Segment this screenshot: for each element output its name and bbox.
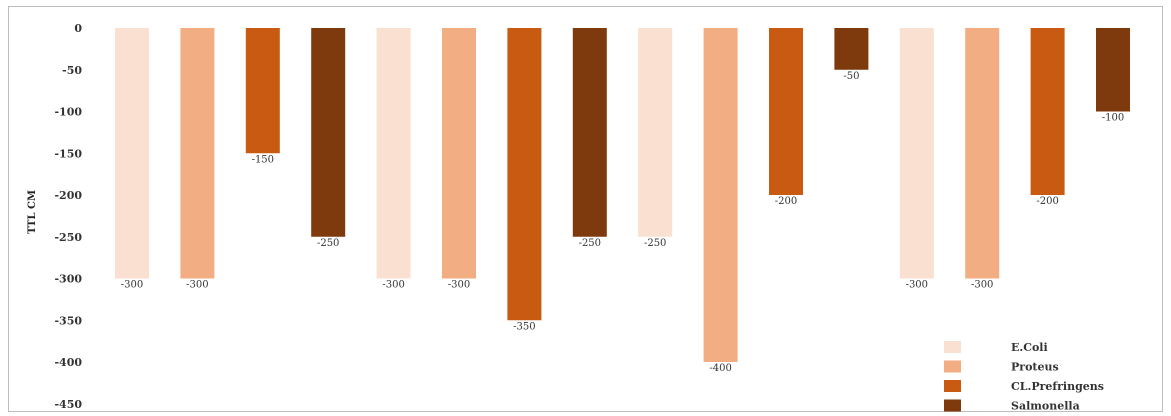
chart-frame: 0 -50 -100 -150 -200 -250 -300 -350 -400 -450 TTL… (8, 6, 1163, 413)
legend-label: E.Coli (1011, 341, 1048, 354)
y-tick-label: -350 (54, 314, 82, 327)
bar-value-label: -150 (252, 154, 274, 165)
bar-value-label: -300 (186, 280, 208, 291)
bar-value-label: -300 (448, 280, 470, 291)
bar-salmonella (311, 28, 346, 237)
legend-label: Proteus (1011, 361, 1059, 374)
bar-cl-prefringens (507, 28, 542, 321)
bar-e-coli (115, 28, 149, 279)
bar-cl-prefringens (769, 28, 803, 195)
y-tick-label: -450 (54, 398, 82, 411)
y-tick-label: -150 (54, 147, 82, 160)
bar-value-label: -200 (1036, 196, 1058, 207)
bar-cl-prefringens (1030, 28, 1065, 195)
bar-proteus (442, 28, 476, 279)
bar-proteus (703, 28, 738, 362)
bar-value-label: -200 (775, 196, 797, 207)
bar-salmonella (834, 28, 869, 70)
bar-value-label: -250 (644, 238, 666, 249)
bar-value-label: -250 (317, 238, 339, 249)
y-axis-title: TTL CM (27, 190, 38, 234)
bar-proteus (180, 28, 215, 279)
bar-proteus (965, 28, 1000, 279)
bar-value-label: -100 (1102, 113, 1124, 124)
y-tick-label: -200 (54, 189, 82, 202)
bars (115, 28, 1130, 362)
bar-value-label: -400 (709, 363, 731, 374)
bar-cl-prefringens (245, 28, 280, 154)
y-axis: 0 -50 -100 -150 -200 -250 -300 -350 -400 -450 (54, 22, 82, 411)
y-tick-label: -300 (54, 273, 82, 286)
bar-value-label: -300 (971, 280, 993, 291)
bar-salmonella (1096, 28, 1130, 112)
bar-value-label: -300 (906, 280, 928, 291)
y-tick-label: 0 (74, 22, 82, 35)
bar-e-coli (899, 28, 934, 279)
data-labels: -300 -300 -150 -250 -300 -300 -350 -250 -250 -400… (121, 71, 1124, 374)
y-tick-label: -250 (54, 231, 82, 244)
y-tick-label: -50 (62, 64, 82, 77)
bar-value-label: -250 (579, 238, 601, 249)
bar-value-label: -300 (121, 280, 143, 291)
bar-value-label: -350 (513, 321, 535, 332)
y-tick-label: -400 (54, 356, 82, 369)
legend-swatch (944, 380, 961, 392)
bar-value-label: -300 (382, 280, 404, 291)
legend-swatch (944, 399, 961, 412)
legend-label: Salmonella (1011, 400, 1080, 413)
bar-chart: 0 -50 -100 -150 -200 -250 -300 -350 -400 -450 TTL… (27, 22, 1130, 413)
bar-e-coli (638, 28, 673, 237)
y-tick-label: -100 (54, 106, 82, 119)
legend-label: CL.Prefringens (1011, 380, 1104, 393)
legend-swatch (944, 341, 961, 353)
legend-swatch (944, 360, 961, 373)
bar-e-coli (376, 28, 411, 279)
legend: E.Coli Proteus CL.Prefringens Salmonella (944, 341, 1104, 413)
bar-salmonella (572, 28, 607, 237)
bar-value-label: -50 (843, 71, 859, 82)
